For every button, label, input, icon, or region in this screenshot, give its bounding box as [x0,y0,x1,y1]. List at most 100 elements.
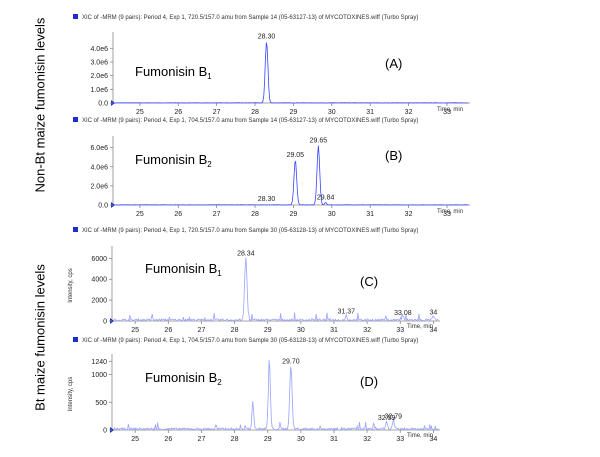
x-tick-label-d: 34 [429,436,437,443]
peak-label-b: 29.84 [317,195,335,202]
chart-header-a: XIC of -MRM (9 pairs): Period 4, Exp 1, … [82,15,418,21]
x-tick-label-c: 31 [330,327,338,334]
x-tick-label-b: 26 [174,211,182,218]
panel-label-d: (D) [360,374,378,389]
compound-label-a: Fumonisin B1 [135,64,212,81]
x-tick-label-a: 29 [290,109,298,116]
x-tick-label-c: 26 [164,327,172,334]
x-tick-label-b: 25 [136,211,144,218]
side-label-bt: Bt maize fumonisin levels [32,264,48,411]
x-tick-label-b: 28 [251,211,259,218]
chart-header-d: XIC of -MRM (9 pairs): Period 4, Exp 1, … [82,338,418,344]
x-tick-label-b: 31 [366,211,374,218]
y-tick-label-a: 1.0e6 [90,87,108,94]
x-tick-label-d: 30 [297,436,305,443]
panel-label-c: (C) [360,274,378,289]
x-tick-label-c: 32 [363,327,371,334]
peak-label-c: 28.34 [237,250,255,257]
y-tick-label-a: 4.0e6 [90,46,108,53]
x-tick-label-b: 27 [213,211,221,218]
header-marker-icon [73,337,78,342]
compound-subscript-a: 1 [207,72,212,81]
y-axis-label-d: Intensity, cps [68,377,74,412]
x-tick-label-d: 27 [198,436,206,443]
header-marker-icon [73,227,78,232]
y-tick-label-b: 0.0 [98,203,108,210]
compound-label-b: Fumonisin B2 [135,152,212,169]
x-tick-label-a: 30 [328,109,336,116]
compound-label-d: Fumonisin B2 [145,370,222,387]
origin-marker-icon [110,427,114,433]
y-tick-label-c: 0 [103,319,107,326]
origin-marker-icon [111,202,115,208]
x-tick-label-d: 33 [396,436,404,443]
x-tick-label-b: 33 [443,211,451,218]
compound-label-c: Fumonisin B1 [145,261,222,278]
x-tick-label-a: 33 [443,109,451,116]
y-tick-label-b: 2.0e6 [90,183,108,190]
y-tick-label-c: 2000 [91,298,107,305]
chart-header-c: XIC of -MRM (9 pairs): Period 4, Exp 1, … [82,228,418,234]
trace-line-b [114,145,469,206]
x-tick-label-a: 28 [251,109,259,116]
x-tick-label-d: 28 [231,436,239,443]
x-tick-label-a: 26 [174,109,182,116]
peak-label-c: 31.37 [337,308,355,315]
side-label-non-bt: Non-Bt maize fumonisin levels [32,17,48,193]
x-tick-label-c: 30 [297,327,305,334]
origin-marker-icon [111,100,115,106]
peak-label-c: 33.08 [394,310,412,317]
x-tick-label-c: 34 [429,327,437,334]
x-tick-label-d: 32 [363,436,371,443]
x-tick-label-c: 25 [131,327,139,334]
peak-label-c: 34 [429,309,437,316]
x-tick-label-d: 25 [131,436,139,443]
y-tick-label-c: 6000 [91,256,107,263]
peak-label-d: 29.70 [282,358,300,365]
trace-line-d [113,359,439,432]
header-marker-icon [73,117,78,122]
x-tick-label-c: 29 [264,327,272,334]
peak-label-d: 32.79 [385,414,403,421]
compound-subscript-c: 1 [217,269,222,278]
peak-label-d: 32.59 [378,415,396,422]
x-axis-label-a: Time, min [437,107,463,113]
compound-subscript-d: 2 [217,378,222,387]
x-tick-label-b: 32 [405,211,413,218]
x-axis-label-b: Time, min [437,209,463,215]
trace-line-a [114,42,469,104]
peak-label-b: 29.05 [287,152,305,159]
x-axis-label-c: Time, min [407,324,433,330]
x-tick-label-b: 30 [328,211,336,218]
x-tick-label-c: 27 [198,327,206,334]
x-tick-label-d: 31 [330,436,338,443]
y-tick-label-a: 0.0 [98,101,108,108]
peak-label-b: 29.65 [310,138,328,145]
x-tick-label-a: 31 [366,109,374,116]
y-tick-label-d: 0 [103,428,107,435]
x-tick-label-b: 29 [290,211,298,218]
x-tick-label-c: 28 [231,327,239,334]
y-tick-label-c: 4000 [91,277,107,284]
y-tick-label-b: 4.0e6 [90,164,108,171]
header-marker-icon [73,14,78,19]
y-tick-label-d: 500 [95,400,107,407]
peak-label-a: 28.30 [258,33,276,40]
y-tick-label-d: 1000 [91,372,107,379]
peak-label-b: 28.30 [258,196,276,203]
chart-header-b: XIC of -MRM (9 pairs): Period 4, Exp 1, … [82,118,418,124]
y-tick-label-d: 1240 [91,359,107,366]
x-tick-label-a: 25 [136,109,144,116]
y-tick-label-a: 3.0e6 [90,59,108,66]
x-tick-label-d: 26 [164,436,172,443]
compound-subscript-b: 2 [207,160,212,169]
x-tick-label-d: 29 [264,436,272,443]
y-tick-label-a: 2.0e6 [90,73,108,80]
x-axis-label-d: Time, min [407,433,433,439]
origin-marker-icon [110,318,114,324]
y-tick-label-b: 6.0e6 [90,145,108,152]
x-tick-label-c: 33 [396,327,404,334]
x-tick-label-a: 32 [405,109,413,116]
panel-label-b: (B) [385,148,402,163]
